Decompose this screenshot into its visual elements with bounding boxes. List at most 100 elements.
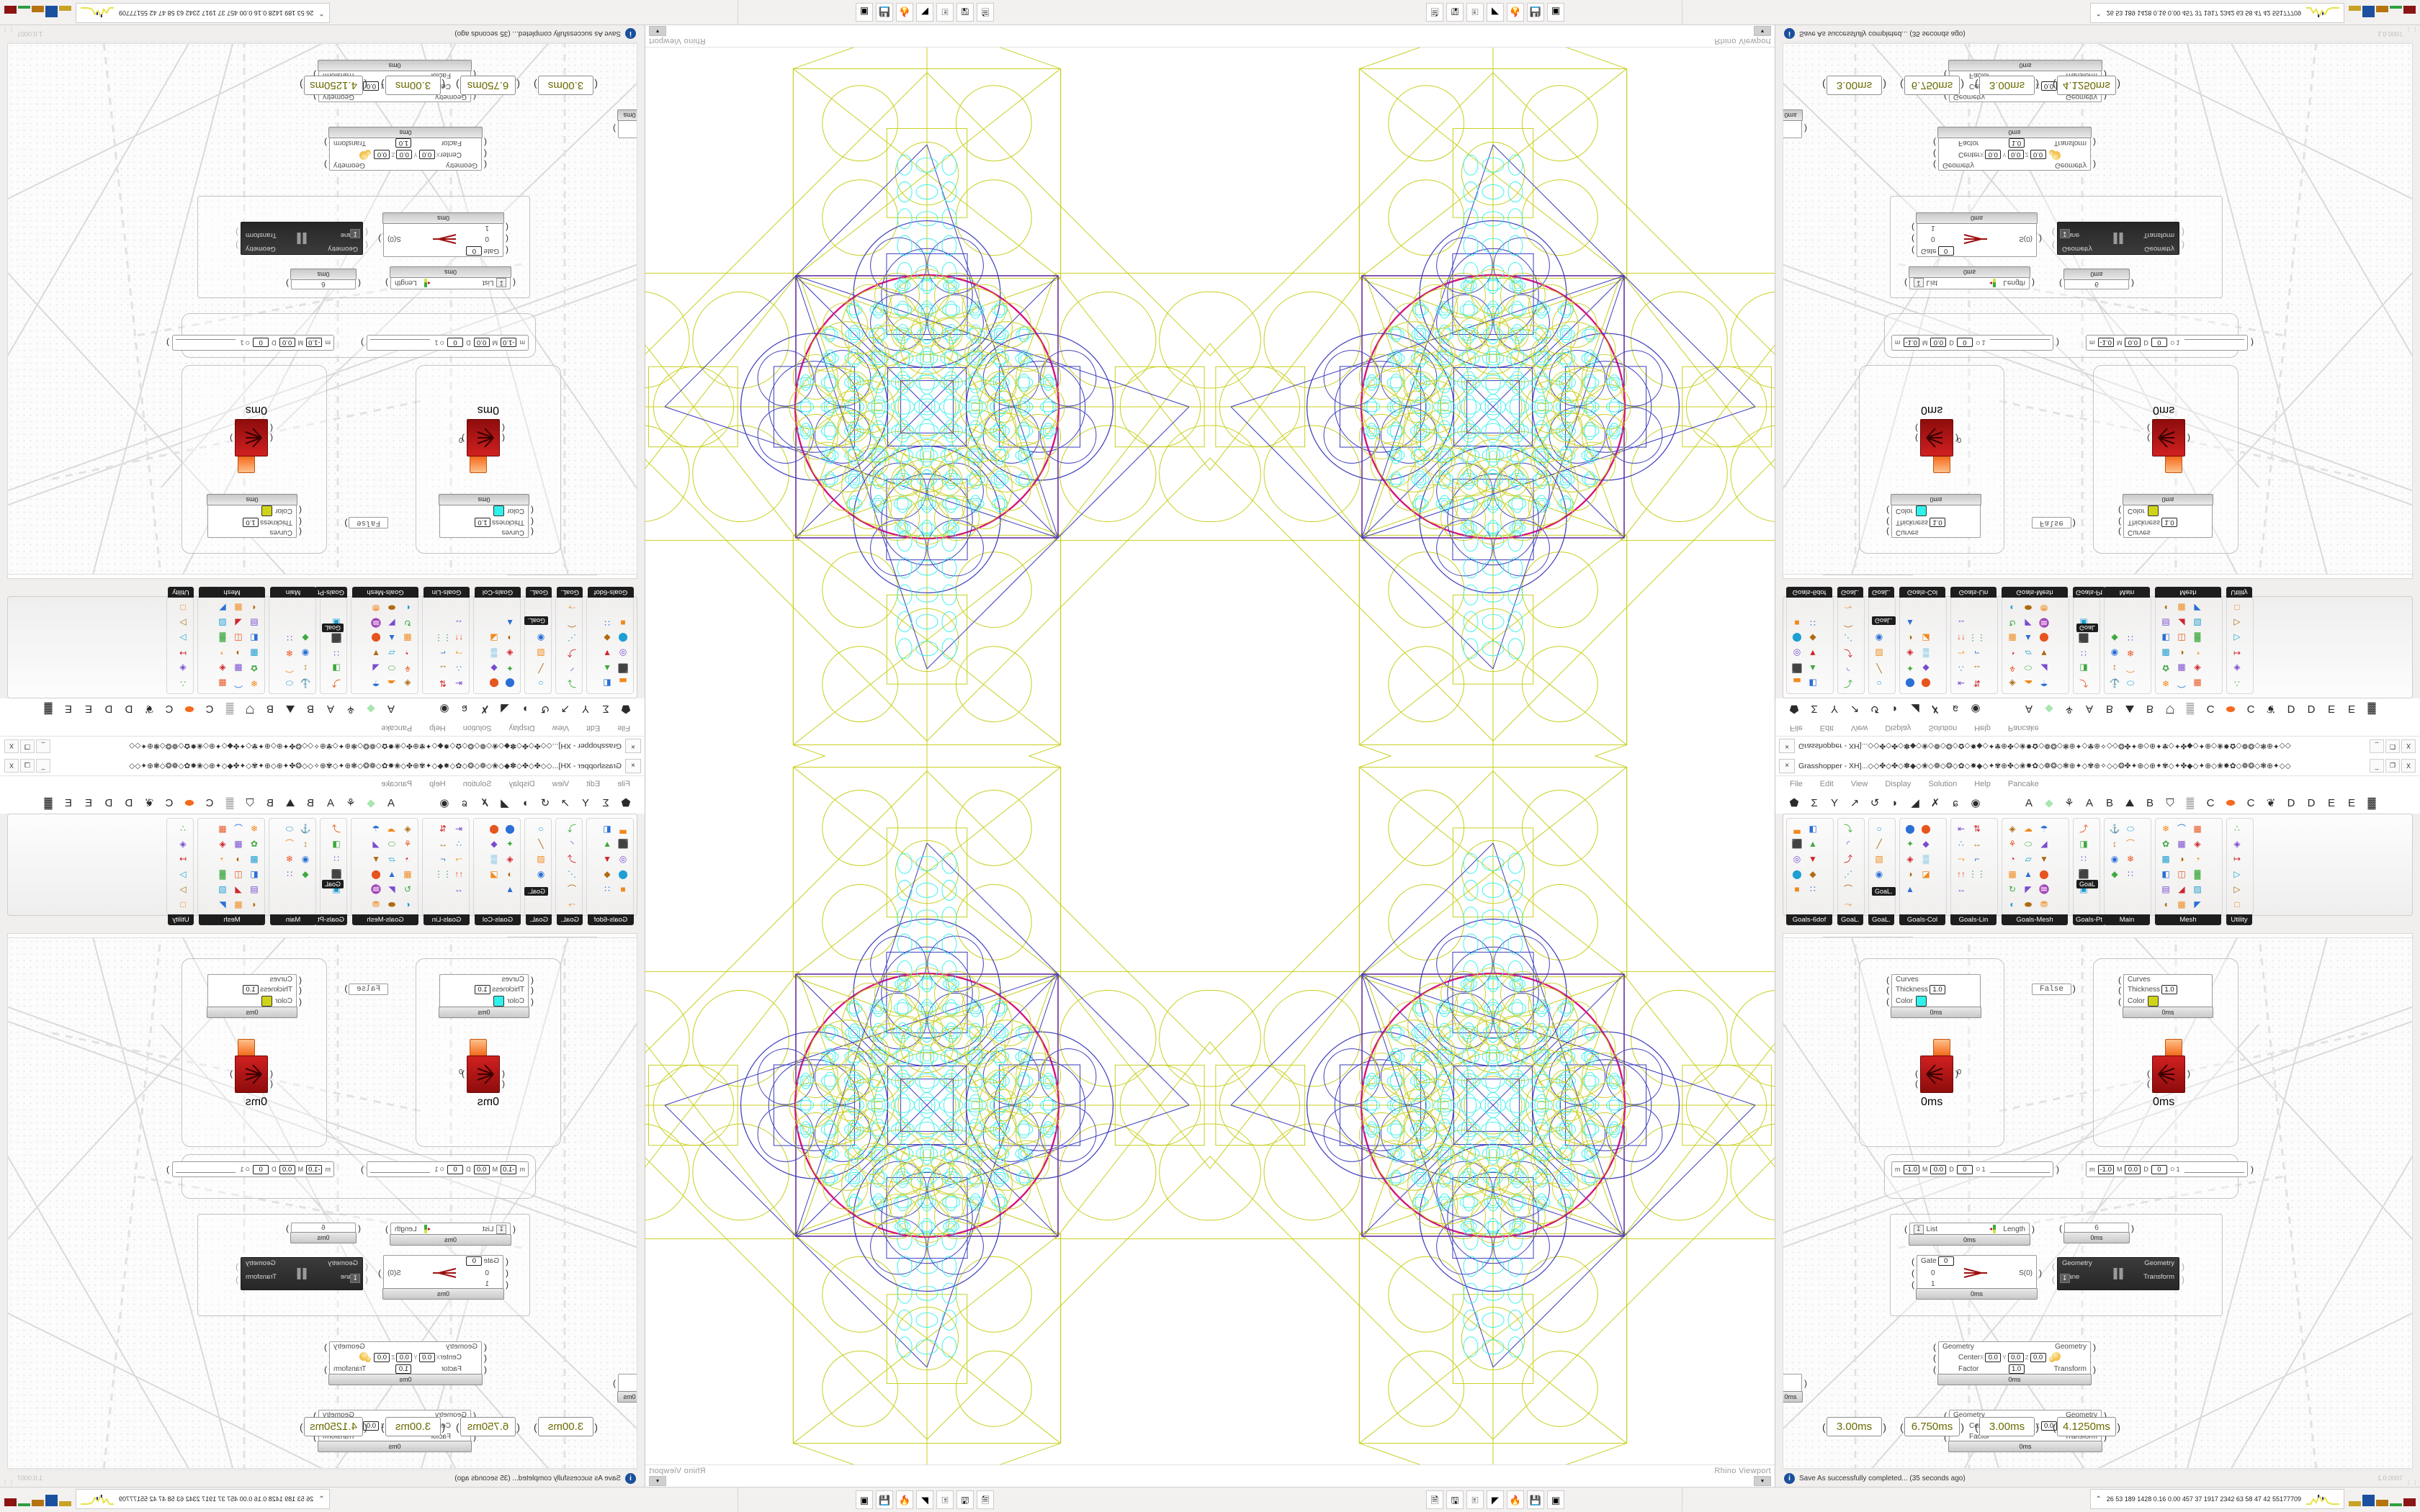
component-icon[interactable]: ∷	[333, 853, 339, 864]
grasshopper-canvas[interactable]: ( Curves ( Thickness 1.0 ( Color 0ms	[1783, 43, 2413, 575]
output-port-icon[interactable]: )	[1955, 1068, 1958, 1079]
center-y-value[interactable]: 0.0	[2007, 150, 2024, 159]
stream-gate-node[interactable]: ( Gate 0 ( 0 S(0)	[1912, 1255, 2042, 1300]
input-port-icon[interactable]: (	[365, 1274, 368, 1284]
calculator-icon[interactable]: 🖫	[1446, 3, 1464, 22]
input-port-icon[interactable]: (	[484, 1341, 487, 1352]
input-port-icon[interactable]: (	[531, 517, 534, 528]
green-app-icon[interactable]: ▣	[856, 1490, 873, 1509]
ribbon-panel-tab[interactable]: Goals-6dof	[588, 914, 634, 925]
vector-arrow-icon[interactable]: ↗	[1850, 796, 1860, 809]
component-icon[interactable]: ⌒	[568, 883, 577, 894]
component-icon[interactable]: ◤	[2194, 603, 2201, 613]
component-icon[interactable]: ▲	[1906, 618, 1914, 629]
gate-value[interactable]: 0	[1937, 246, 1954, 256]
component-icon[interactable]: ◐	[405, 899, 411, 909]
maximize-button[interactable]: ❐	[20, 759, 35, 773]
notepad-icon[interactable]: 🗎	[977, 3, 994, 22]
scale-node-a[interactable]: ( Geometry Geometry ) ( Center X 0.0 Y 0…	[324, 127, 487, 171]
component-icon[interactable]: ◫	[2177, 633, 2186, 644]
viewport-spinner-down[interactable]: ▼	[649, 26, 666, 36]
tab-ellipse-icon[interactable]: ⬬	[184, 703, 194, 716]
component-icon[interactable]: ⚓	[2109, 823, 2120, 834]
component-icon[interactable]: ⤳	[455, 853, 462, 864]
min-value[interactable]: -1.0	[306, 1164, 323, 1174]
component-icon[interactable]: ↻	[403, 883, 412, 894]
component-icon[interactable]: ⋰	[568, 633, 576, 644]
tab-d2-icon[interactable]: D	[104, 796, 113, 809]
input-port-icon[interactable]: (	[299, 996, 302, 1007]
dec-value[interactable]: 0	[1956, 1164, 1973, 1174]
output-port-icon[interactable]: )	[236, 1261, 238, 1272]
output-port-icon[interactable]: )	[2117, 79, 2120, 91]
component-icon[interactable]: ◑	[236, 853, 241, 864]
scale-node-a[interactable]: ( Geometry Geometry ) ( Center X 0.0 Y 0…	[1933, 127, 2096, 171]
component-icon[interactable]: ◢	[2178, 883, 2185, 894]
input-port-icon[interactable]: (	[502, 433, 505, 444]
ribbon-panel-tab[interactable]: GoaL.	[1837, 914, 1863, 925]
stream-gate-node[interactable]: ( Gate 0 ( 0 S(0)	[1912, 212, 2042, 257]
number-slider-4[interactable]: ( 4.125 ) 0ms	[2053, 1417, 2120, 1436]
notepad-icon[interactable]: 🗎	[1426, 3, 1443, 22]
component-icon[interactable]: ∷	[2081, 648, 2087, 659]
ribbon-panel-tab[interactable]: Goals-6dof	[588, 587, 634, 598]
thickness-value[interactable]: 1.0	[474, 518, 490, 527]
tab-ellipse-icon[interactable]: ⬬	[2226, 796, 2236, 809]
curve-icon[interactable]: ↺	[1870, 796, 1880, 809]
input-port-icon[interactable]: (	[1975, 79, 1978, 91]
input-port-icon[interactable]: (	[506, 222, 508, 233]
component-icon[interactable]: ◈	[219, 663, 226, 674]
firefox-icon[interactable]: 🔥	[1507, 3, 1524, 22]
component-icon[interactable]: ⤵	[1843, 823, 1852, 834]
component-icon[interactable]: ▲	[387, 633, 396, 644]
component-icon[interactable]: ◆	[2111, 633, 2118, 644]
input-port-icon[interactable]: (	[531, 996, 534, 1007]
output-port-icon[interactable]: )	[2032, 278, 2035, 288]
output-port-icon[interactable]: )	[2093, 1341, 2096, 1352]
flatten-icon[interactable]: ↧	[2060, 229, 2070, 238]
tab-e2-icon[interactable]: E	[2347, 703, 2355, 716]
input-port-icon[interactable]: (	[2147, 423, 2150, 433]
output-port-icon[interactable]: )	[2056, 1164, 2059, 1174]
ribbon-panel-tab[interactable]: Utility	[2226, 914, 2252, 925]
number-slider-2[interactable]: ( 6.75 ) 0ms	[456, 1417, 520, 1436]
input-port-icon[interactable]: (	[299, 984, 302, 995]
output-port-icon[interactable]: )	[2071, 518, 2077, 528]
viewport-spinner-down[interactable]: ▼	[1754, 26, 1771, 36]
input-port-icon[interactable]: (	[1886, 505, 1889, 516]
domain-slider-right[interactable]: ) m -1.0 M 0.0 D 0 ○ 1	[2086, 1161, 2254, 1177]
component-icon[interactable]: ⛃	[2040, 899, 2048, 909]
component-icon[interactable]: ⤳	[568, 603, 575, 613]
grasshopper-canvas[interactable]: ( Curves ( Thickness 1.0 ( Color 0ms	[1783, 937, 2413, 1469]
gate-value[interactable]: 0	[1937, 1256, 1954, 1266]
close-button[interactable]: X	[2401, 759, 2416, 773]
tab-c1-icon[interactable]: C	[205, 703, 214, 716]
component-icon[interactable]: ◈	[2009, 678, 2016, 689]
component-icon[interactable]: ⛃	[372, 899, 380, 909]
input-port-icon[interactable]: (	[502, 1068, 505, 1079]
custom-preview-node-left[interactable]: ( Curves ( Thickness 1.0 ( Color 0ms	[439, 494, 534, 538]
sets-icon[interactable]: Υ	[582, 703, 590, 716]
component-icon[interactable]: ▼	[1809, 648, 1817, 659]
color-swatch-cyan[interactable]	[1915, 505, 1927, 516]
component-icon[interactable]: ∴	[2234, 823, 2240, 834]
component-icon[interactable]: ⤳	[1958, 648, 1965, 659]
input-port-icon[interactable]: (	[1900, 1421, 1904, 1433]
component-icon[interactable]: ▒	[1922, 648, 1930, 659]
rhino-icon[interactable]: ◤	[1487, 1490, 1504, 1509]
tab-bird-icon[interactable]: ❦	[144, 796, 154, 809]
surface-icon[interactable]: ◗	[521, 703, 529, 716]
component-icon[interactable]: ▦	[234, 899, 243, 909]
domain-slider-left[interactable]: ) m -1.0 M 0.0 D 0 ○ 1	[1891, 1161, 2059, 1177]
ribbon-panel-tab[interactable]: Mesh	[199, 587, 265, 598]
tray-monitor[interactable]: ⌃ 26 53 189 1428 0.16 0.00 457 37 1917 2…	[2090, 1489, 2344, 1509]
close-button[interactable]: X	[2401, 739, 2416, 753]
input-port-icon[interactable]: (	[1912, 1256, 1914, 1266]
custom-preview-node-left[interactable]: ( Curves ( Thickness 1.0 ( Color 0ms	[439, 974, 534, 1018]
component-icon[interactable]: ◫	[234, 868, 243, 879]
component-icon[interactable]: ✿	[250, 838, 259, 849]
thickness-value[interactable]: 1.0	[474, 985, 490, 994]
component-icon[interactable]: ◨	[332, 663, 341, 674]
intersect-icon[interactable]: ✗	[1930, 796, 1940, 809]
flatten-icon[interactable]: ↧	[496, 1224, 506, 1234]
